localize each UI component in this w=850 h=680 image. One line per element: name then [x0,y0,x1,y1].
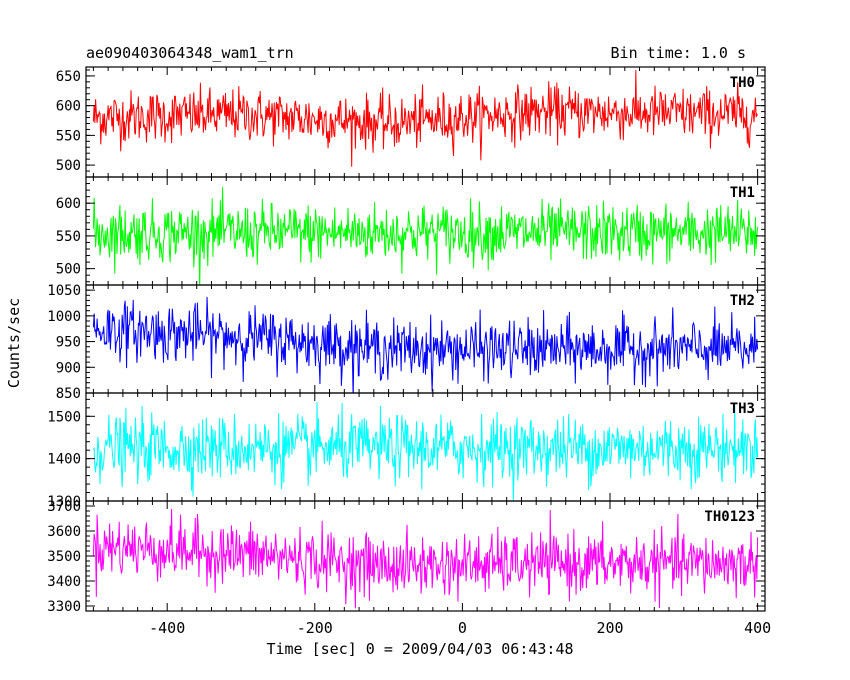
y-tick-label: 550 [56,229,81,245]
y-tick-label: 3300 [47,599,81,615]
y-tick-label: 3500 [47,549,81,565]
panel-frame [85,66,766,178]
series-line-th3 [92,402,759,501]
series-line-th0 [92,70,759,167]
y-tick-label: 850 [56,386,81,402]
y-tick-label: 1050 [47,283,81,299]
y-tick-label: 600 [56,196,81,212]
panel-th0123: 3300 3400 3500 3600 3700 TH0123 [47,499,766,615]
panel-label-th0: TH0 [730,75,755,91]
x-tick-label: -200 [297,619,333,637]
y-tick-label: 500 [56,158,81,174]
y-tick-label: 900 [56,360,81,376]
panel-label-th3: TH3 [730,401,755,417]
series-line-th2 [92,296,759,393]
panel-th1: 500 550 600 TH1 [56,176,766,286]
y-tick-label: 1500 [47,409,81,425]
y-tick-label: 500 [56,262,81,278]
series-line-th0123 [92,508,759,609]
panel-label-th2: TH2 [730,293,755,309]
y-tick-label: 3700 [47,499,81,515]
panel-label-th1: TH1 [730,185,755,201]
y-tick-label: 3600 [47,524,81,540]
y-tick-label: 950 [56,335,81,351]
x-tick-label: 0 [458,619,467,637]
panel-th2: 850 900 950 1000 1050 TH2 [47,283,766,402]
x-tick-label: 200 [596,619,623,637]
panel-th0: 500 550 600 650 TH0 [56,66,766,178]
panel-th3: 1300 1400 1500 TH3 [47,392,766,510]
y-tick-label: 3400 [47,574,81,590]
x-tick-label: 400 [744,619,771,637]
y-axis-label: Counts/sec [5,297,23,389]
y-tick-label: 600 [56,99,81,115]
x-tick-label: -400 [149,619,185,637]
y-tick-label: 650 [56,69,81,85]
object-title: ae090403064348_wam1_trn [86,44,294,62]
y-tick-label: 1300 [47,494,81,510]
panel-label-th0123: TH0123 [704,509,755,525]
bin-time-label: Bin time: 1.0 s [610,44,746,62]
y-tick-label: 550 [56,128,81,144]
y-tick-label: 1400 [47,452,81,468]
series-line-th1 [92,187,759,285]
y-tick-label: 1000 [47,309,81,325]
x-axis-label: Time [sec] 0 = 2009/04/03 06:43:48 [266,640,574,658]
